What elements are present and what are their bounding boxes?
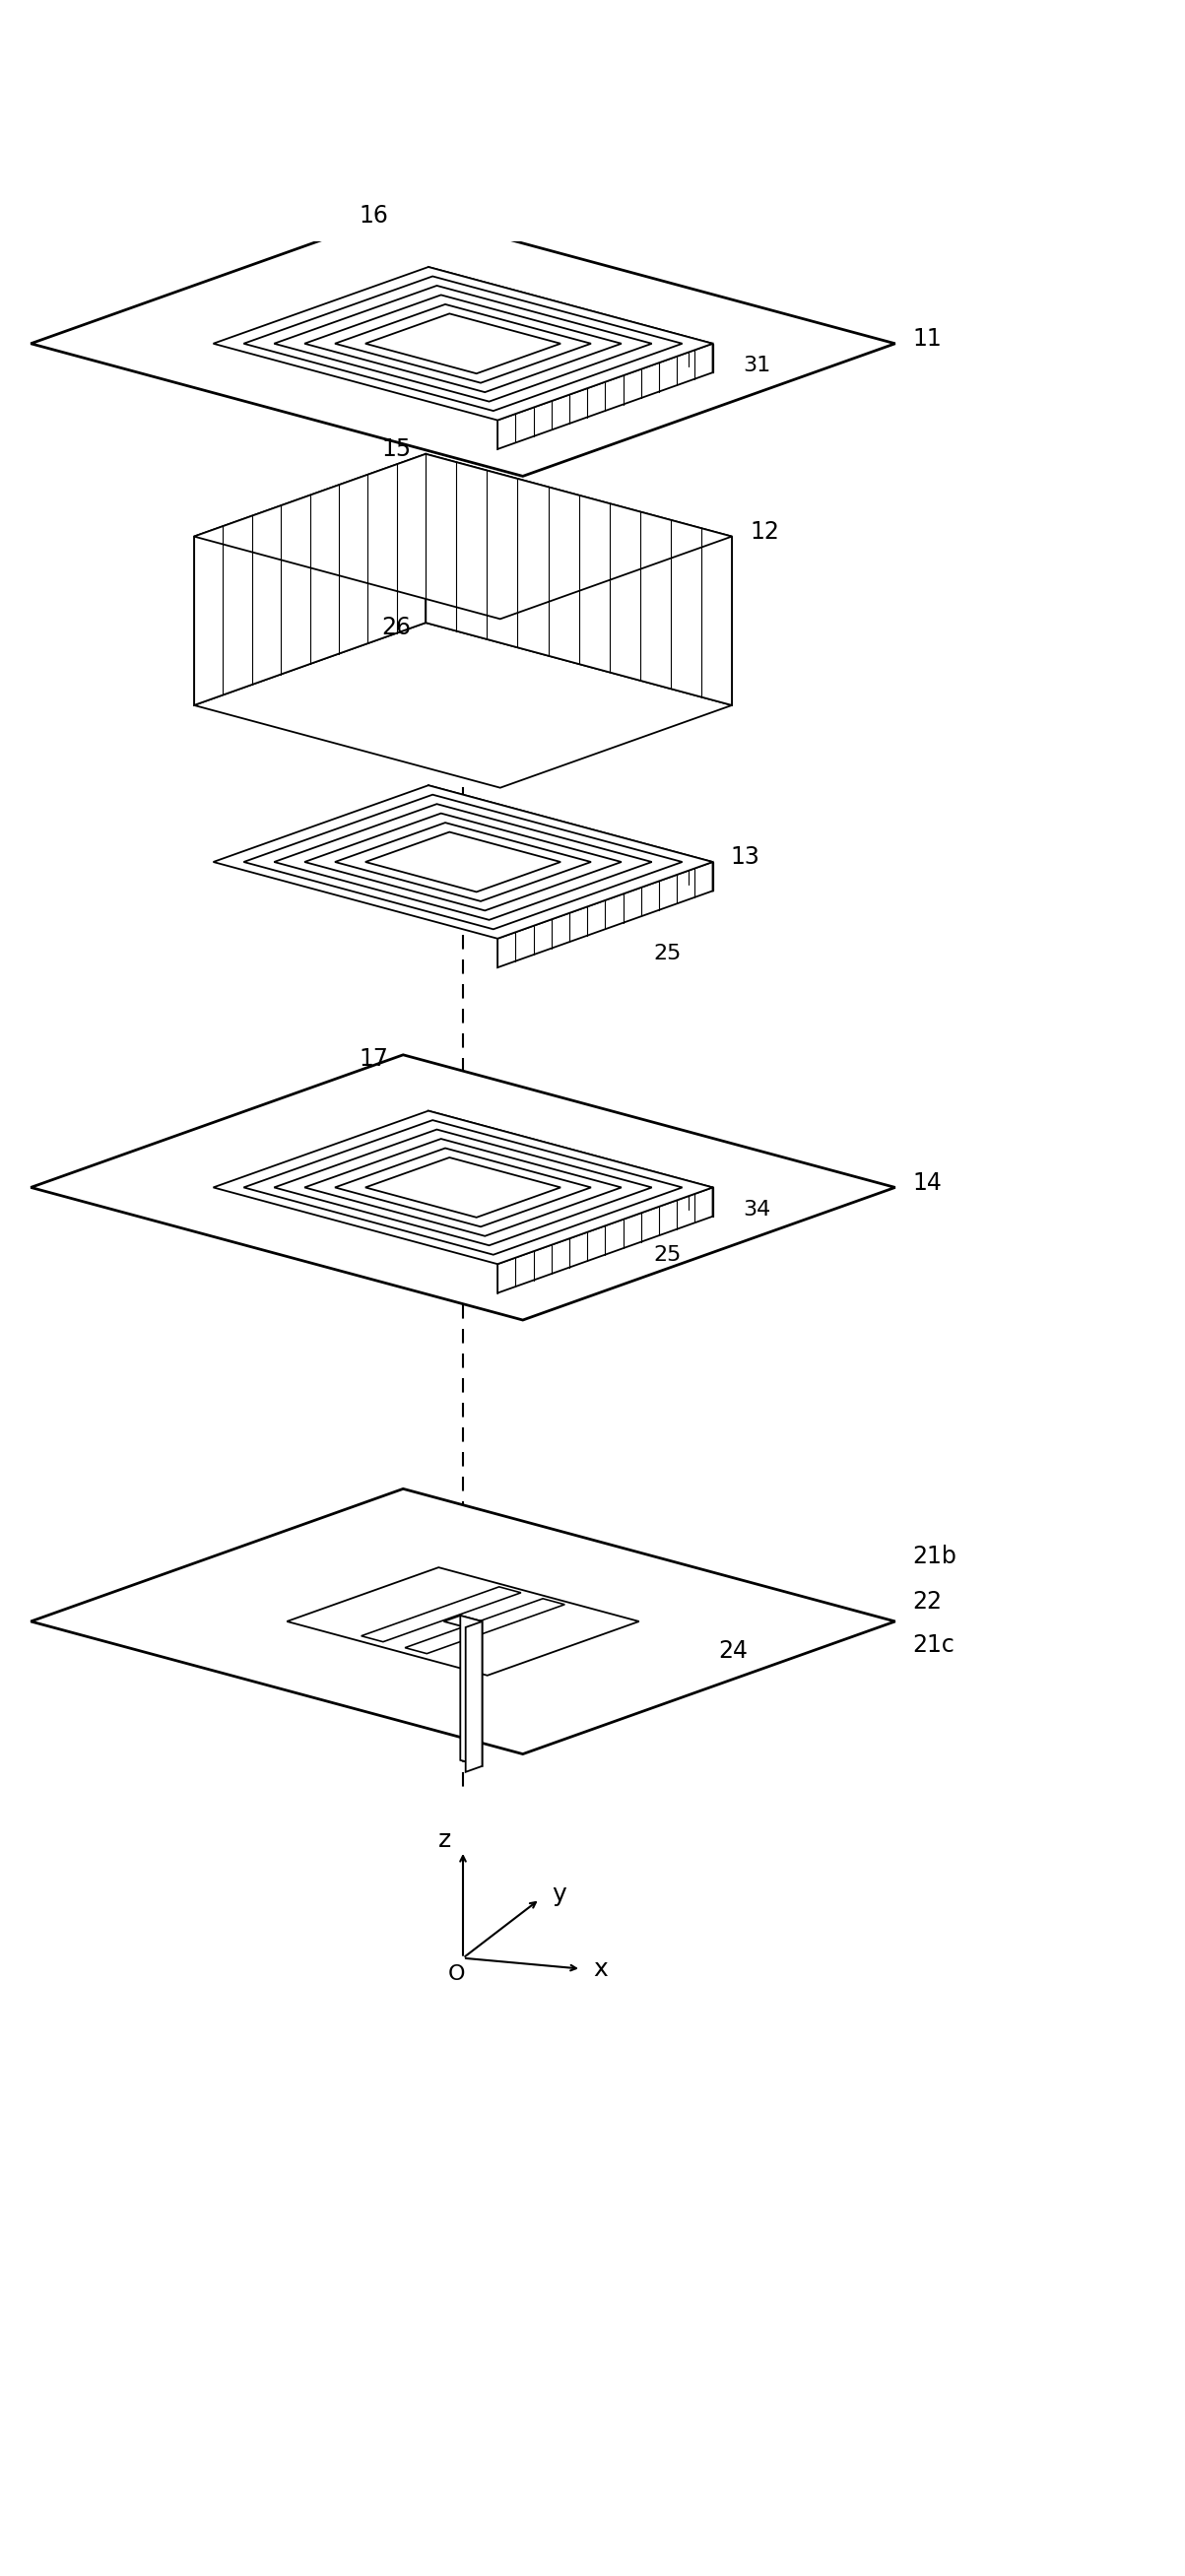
Polygon shape xyxy=(335,1149,591,1226)
Text: 31: 31 xyxy=(743,355,771,376)
Polygon shape xyxy=(31,0,895,113)
Polygon shape xyxy=(194,453,732,618)
Text: 24: 24 xyxy=(718,1638,748,1664)
Polygon shape xyxy=(429,1110,712,1216)
Text: x: x xyxy=(592,1958,608,1981)
Polygon shape xyxy=(335,822,591,902)
Text: 16: 16 xyxy=(359,204,389,227)
Polygon shape xyxy=(305,814,621,909)
Polygon shape xyxy=(213,1110,712,1265)
Polygon shape xyxy=(31,1489,895,1754)
Polygon shape xyxy=(429,786,712,891)
Polygon shape xyxy=(244,276,683,410)
Polygon shape xyxy=(335,304,591,384)
Polygon shape xyxy=(466,1620,482,1772)
Polygon shape xyxy=(425,453,732,706)
Text: z: z xyxy=(438,1829,451,1852)
Polygon shape xyxy=(498,1188,712,1293)
Polygon shape xyxy=(429,268,712,374)
Text: 21b: 21b xyxy=(912,1546,957,1569)
Text: O: O xyxy=(448,1965,466,1984)
Polygon shape xyxy=(305,296,621,392)
Polygon shape xyxy=(365,832,561,891)
Text: 17: 17 xyxy=(359,1048,389,1072)
Text: 12: 12 xyxy=(750,520,779,544)
Polygon shape xyxy=(31,1054,895,1319)
Text: 22: 22 xyxy=(912,1589,942,1615)
Polygon shape xyxy=(244,793,683,930)
Polygon shape xyxy=(274,286,652,402)
Text: 34: 34 xyxy=(743,1200,771,1218)
Polygon shape xyxy=(213,268,712,420)
Text: y: y xyxy=(552,1883,566,1906)
Polygon shape xyxy=(365,314,561,374)
Polygon shape xyxy=(498,343,712,448)
Polygon shape xyxy=(460,1615,482,1767)
Text: 25: 25 xyxy=(654,1247,681,1265)
Polygon shape xyxy=(194,623,732,788)
Polygon shape xyxy=(287,1566,639,1674)
Polygon shape xyxy=(274,1128,652,1244)
Text: 26: 26 xyxy=(382,616,411,639)
Polygon shape xyxy=(194,453,425,706)
Text: 11: 11 xyxy=(912,327,942,350)
Polygon shape xyxy=(274,804,652,920)
Polygon shape xyxy=(213,786,712,938)
Text: 14: 14 xyxy=(912,1172,942,1195)
Polygon shape xyxy=(498,863,712,969)
Polygon shape xyxy=(244,1121,683,1255)
Text: 13: 13 xyxy=(730,845,760,868)
Text: 15: 15 xyxy=(382,438,411,461)
Polygon shape xyxy=(443,1615,482,1628)
Polygon shape xyxy=(405,1600,565,1654)
Polygon shape xyxy=(361,1587,521,1641)
Text: 25: 25 xyxy=(654,945,681,963)
Polygon shape xyxy=(31,211,895,477)
Polygon shape xyxy=(305,1139,621,1236)
Polygon shape xyxy=(365,1157,561,1218)
Text: 21c: 21c xyxy=(912,1633,955,1656)
